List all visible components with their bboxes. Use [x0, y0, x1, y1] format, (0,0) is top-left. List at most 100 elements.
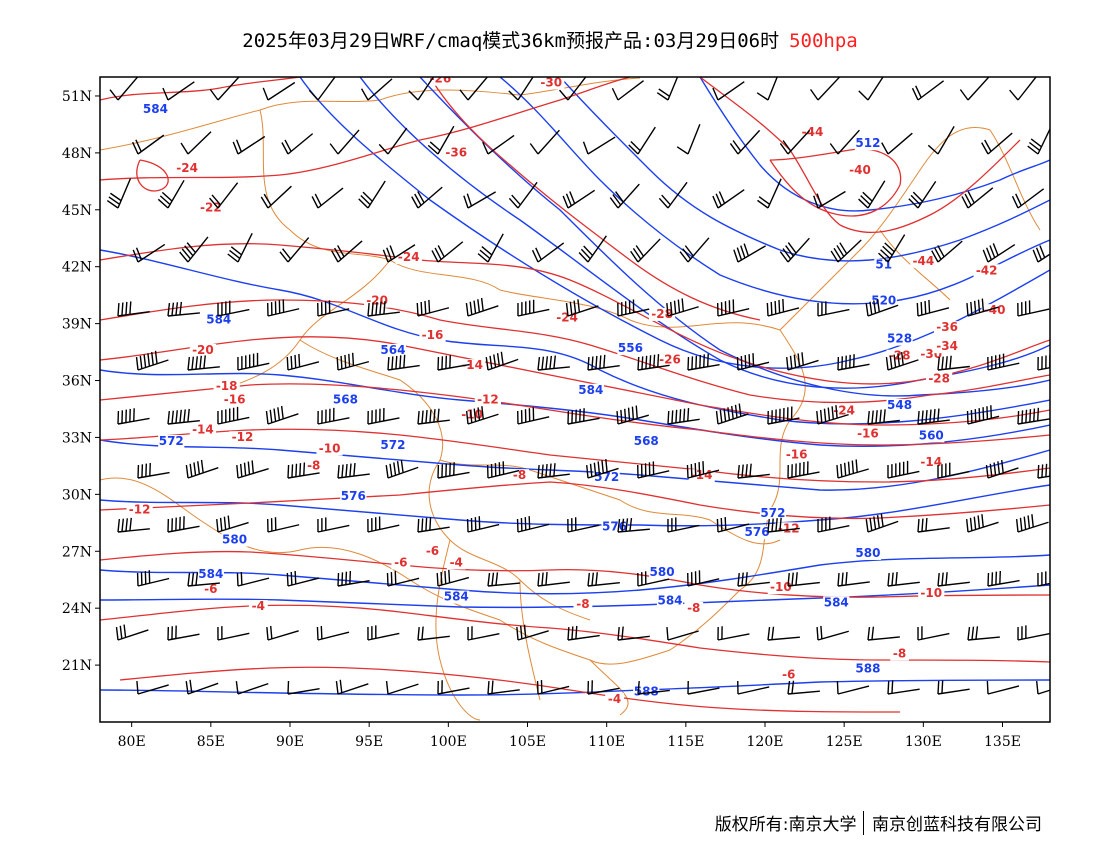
- temperature-contour-label-bg: [767, 581, 794, 595]
- wind-barb: [666, 626, 699, 641]
- wind-barb: [286, 570, 320, 587]
- wind-barb: [817, 516, 850, 533]
- wind-barb: [836, 459, 869, 479]
- temperature-contour-label: -6: [782, 667, 795, 681]
- wind-barb: [466, 516, 500, 533]
- height-contour-label-bg: [221, 533, 248, 547]
- height-contour-label-bg: [340, 490, 367, 504]
- lon-tick-label: 105E: [509, 734, 546, 750]
- temperature-contour-label: -8: [576, 597, 589, 611]
- wind-barb: [887, 460, 920, 479]
- wind-barb: [477, 233, 504, 263]
- wind-barb: [157, 179, 185, 209]
- temperature-contour-label: -36: [445, 146, 467, 160]
- wind-barb: [378, 127, 408, 155]
- temperature-contour-label-bg: [458, 359, 486, 373]
- wind-barb: [837, 354, 870, 371]
- wind-barb: [517, 299, 550, 317]
- wind-barb: [712, 81, 745, 101]
- lon-tick-label: 125E: [826, 734, 863, 750]
- country-boundaries: [100, 77, 1041, 721]
- wind-barb: [676, 124, 701, 155]
- lat-tick-label: 51N: [62, 89, 92, 105]
- wind-barb: [106, 178, 132, 209]
- wind-barb: [716, 299, 750, 317]
- wind-barb: [486, 461, 520, 479]
- wind-barb: [767, 626, 800, 641]
- temperature-contour-label-bg: [926, 372, 953, 386]
- temperature-contour-label: -24: [398, 250, 420, 264]
- wind-barb: [787, 461, 820, 479]
- wind-barb: [816, 625, 849, 641]
- wind-barb: [787, 572, 820, 587]
- wind-barb: [331, 240, 363, 263]
- temperature-contour-label-bg: [363, 294, 391, 308]
- wind-barb: [637, 680, 670, 695]
- wind-barb: [131, 134, 165, 155]
- wind-barb: [337, 571, 370, 587]
- wind-barb: [382, 244, 416, 263]
- height-contour-label-bg: [886, 332, 913, 346]
- wind-barb: [335, 679, 369, 695]
- temperature-contour-label: -16: [224, 392, 246, 406]
- height-contour-label-bg: [854, 137, 882, 151]
- wind-barb: [630, 238, 661, 263]
- height-contour-label-bg: [633, 685, 660, 699]
- temperature-contour-label: -10: [770, 580, 792, 594]
- wind-barb: [279, 237, 310, 263]
- longitude-axis: 80E 85E 90E 95E 100E 105E 110E 115E 120E 125E 130E…: [118, 722, 1021, 750]
- temperature-contour-label-bg: [423, 545, 442, 559]
- wind-barb: [1017, 407, 1050, 425]
- wind-barb: [537, 572, 570, 587]
- wind-barb: [687, 680, 720, 695]
- wind-barb: [965, 514, 999, 533]
- temperature-contour-label: -4: [450, 555, 463, 569]
- temperature-contour-label: -8: [893, 647, 906, 661]
- height-contour-label: 584: [143, 102, 168, 116]
- temperature-contour-label-bg: [213, 380, 240, 394]
- temperature-contour-label: -12: [477, 392, 499, 406]
- wind-barb: [981, 132, 1013, 155]
- temperature-contour-label-bg: [775, 522, 802, 536]
- temperature-contour-label: -44: [912, 254, 934, 268]
- wind-barb: [937, 355, 970, 371]
- wind-barb: [1037, 571, 1050, 587]
- height-contour-label: 568: [333, 392, 358, 406]
- lat-tick-label: 33N: [62, 430, 92, 446]
- title-main: 2025年03月29日WRF/cmaq模式36km预报产品:03月29日06时: [242, 30, 780, 52]
- lon-tick-label: 115E: [667, 734, 704, 750]
- wind-barb: [531, 242, 565, 263]
- wind-barb: [656, 77, 679, 101]
- wind-barb: [927, 126, 955, 155]
- height-contour-label: 576: [745, 525, 770, 539]
- temperature-contour-label: -16: [786, 447, 808, 461]
- wind-barb: [1017, 625, 1050, 641]
- temperature-contour-label-bg: [890, 647, 909, 661]
- wind-barb: [517, 407, 550, 425]
- wind-barb: [367, 516, 400, 533]
- height-contour-label: 568: [634, 434, 659, 448]
- map-plot-area: 512520528548556560564568572576580584588-…: [100, 77, 1050, 721]
- height-contour-label-bg: [332, 393, 359, 407]
- height-contour-label-bg: [743, 526, 771, 540]
- wind-barb: [737, 463, 770, 479]
- wind-barb: [537, 463, 570, 479]
- wind-barb: [167, 408, 200, 425]
- wind-barb: [837, 571, 870, 587]
- wind-barb: [587, 572, 620, 587]
- height-contour-label-bg: [577, 383, 604, 397]
- height-contour-label: 576: [602, 519, 627, 533]
- height-contour-label: 584: [198, 567, 223, 581]
- height-contour-label-bg: [886, 398, 913, 412]
- temperature-contour-label: -20: [192, 343, 214, 357]
- wind-barb: [836, 680, 870, 695]
- wind-barb: [465, 297, 499, 317]
- wind-barb: [658, 181, 688, 209]
- wind-barb: [209, 182, 239, 209]
- wind-barb: [966, 298, 999, 317]
- wind-barb: [712, 189, 745, 209]
- temperature-contour-label: -6: [204, 582, 217, 596]
- temperature-contour-label: -10: [319, 442, 341, 456]
- wind-barb: [1017, 300, 1050, 317]
